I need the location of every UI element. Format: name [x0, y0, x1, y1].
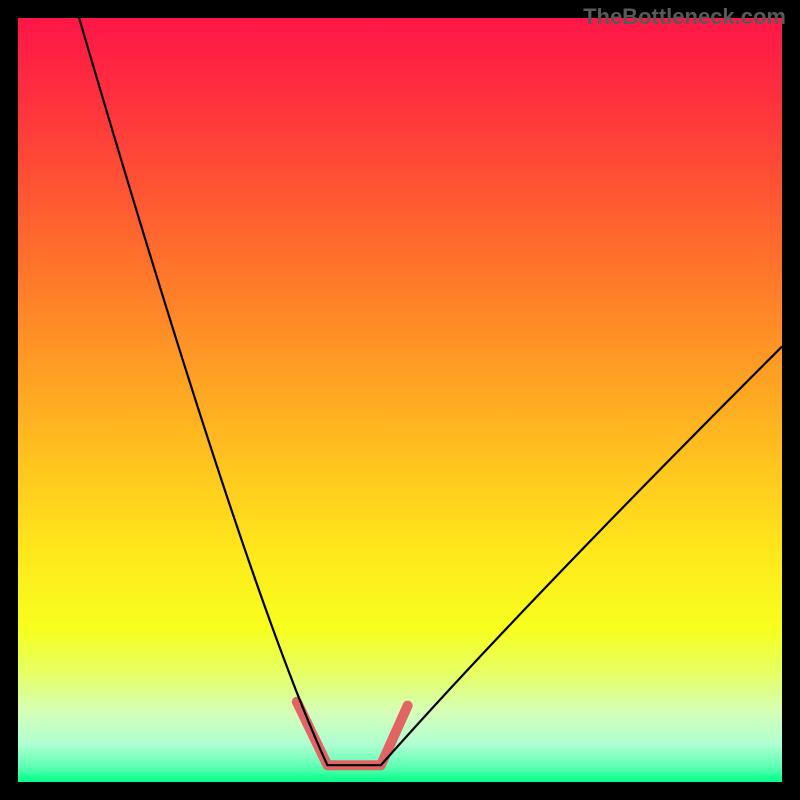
- plot-area: [18, 18, 782, 782]
- bottleneck-chart: [18, 18, 782, 782]
- watermark-text: TheBottleneck.com: [583, 4, 786, 30]
- chart-container: TheBottleneck.com: [0, 0, 800, 800]
- gradient-background: [18, 18, 782, 782]
